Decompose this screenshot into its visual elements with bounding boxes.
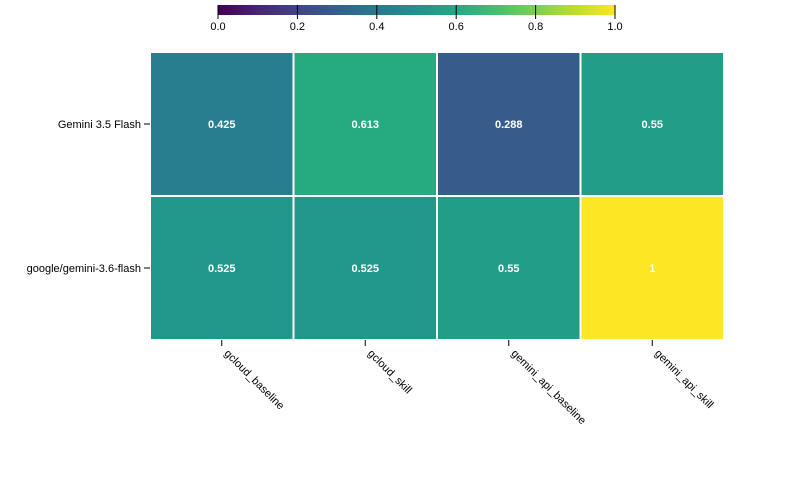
heatmap-cell [149, 195, 295, 341]
cell-value-label: 0.525 [351, 263, 379, 275]
x-axis-tick-label: gcloud_skill [365, 348, 414, 397]
heatmap-cell [436, 195, 582, 341]
colorbar: 0.0 0.2 0.4 0.6 0.8 1.0 [210, 5, 623, 33]
colorbar-tick-label: 0.0 [210, 21, 225, 33]
colorbar-tick-label: 0.4 [369, 21, 384, 33]
x-axis-tick-label: gcloud_baseline [222, 348, 287, 413]
colorbar-tick-label: 0.8 [528, 21, 543, 33]
cell-value-label: 0.55 [642, 119, 663, 131]
colorbar-gradient [218, 5, 615, 15]
colorbar-tick-label: 1.0 [607, 21, 622, 33]
cell-value-label: 0.613 [351, 119, 379, 131]
cell-value-label: 1 [649, 263, 655, 275]
heatmap-cell [292, 195, 438, 341]
cell-value-label: 0.425 [208, 119, 236, 131]
cell-value-label: 0.55 [498, 263, 519, 275]
x-axis: gcloud_baseline gcloud_skill gemini_api_ba… [221, 340, 716, 427]
heatmap-cell [579, 195, 725, 341]
colorbar-tick-label: 0.6 [449, 21, 464, 33]
y-axis-tick-label: Gemini 3.5 Flash [58, 119, 141, 131]
cell-value-label: 0.525 [208, 263, 236, 275]
y-axis: Gemini 3.5 Flash google/gemini-3.6-flash [27, 119, 150, 275]
x-axis-tick-label: gemini_api_skill [652, 348, 715, 411]
heatmap-cell [579, 51, 725, 197]
x-axis-tick-label: gemini_api_baseline [509, 348, 588, 427]
heatmap-cells: 0.425 0.613 0.288 0.55 0.525 0.525 0.55 1 [149, 51, 725, 341]
colorbar-tick-label: 0.2 [290, 21, 305, 33]
y-axis-tick-label: google/gemini-3.6-flash [27, 263, 141, 275]
cell-value-label: 0.288 [495, 119, 523, 131]
